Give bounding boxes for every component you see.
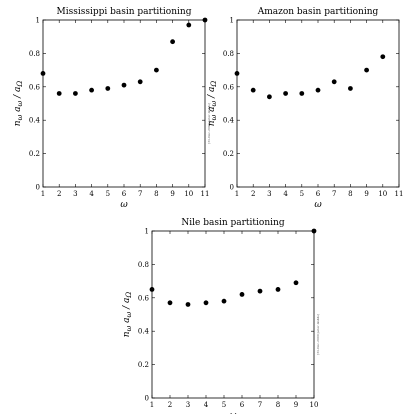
data-point: [364, 67, 369, 73]
x-axis-label: ω: [229, 411, 237, 414]
x-tick-label: 4: [283, 190, 288, 198]
x-tick-label: 10: [378, 190, 387, 198]
x-tick-label: 4: [204, 401, 209, 409]
x-tick-label: 3: [73, 190, 77, 198]
x-tick-label: 3: [186, 401, 190, 409]
y-tick-label: 0.6: [29, 83, 41, 91]
y-tick-label: 1: [230, 17, 234, 25]
data-point: [186, 22, 192, 28]
data-point: [73, 91, 78, 96]
side-annotation: [31-Dec-2000 peter dodds]: [316, 314, 320, 355]
data-point: [239, 292, 245, 297]
y-tick-label: 1: [145, 228, 149, 236]
y-tick-label: 0.6: [138, 294, 150, 302]
y-tick-label: 0.4: [29, 117, 41, 125]
data-point: [299, 91, 305, 96]
data-point: [315, 87, 321, 93]
chart-title: Nile basin partitioning: [181, 218, 284, 228]
y-tick-label: 0: [36, 184, 40, 192]
x-tick-label: 4: [89, 190, 94, 198]
x-tick-label: 1: [235, 190, 239, 198]
data-point: [40, 71, 46, 76]
data-point: [203, 300, 209, 306]
y-tick-label: 0.6: [223, 83, 235, 91]
x-tick-label: 10: [184, 190, 193, 198]
x-tick-label: 1: [41, 190, 45, 198]
y-tick-label: 0: [145, 395, 149, 403]
data-point: [250, 87, 256, 93]
plot-frame: [236, 19, 400, 188]
data-point: [89, 87, 94, 93]
y-tick-label: 0.8: [223, 50, 234, 58]
data-point: [121, 82, 127, 88]
chart-2: Amazon basin partitioning 1 2 3 4 5 6 7 8 9 10 11 0 0…: [207, 7, 403, 210]
data-point: [105, 86, 111, 91]
y-tick-label: 0.8: [29, 50, 40, 58]
data-point: [234, 71, 240, 76]
x-tick-label: 8: [154, 190, 158, 198]
x-tick-label: 2: [251, 190, 255, 198]
y-tick-label: 0.8: [138, 261, 149, 269]
x-axis-label: ω: [314, 200, 322, 210]
data-point: [283, 91, 288, 96]
x-tick-label: 8: [276, 401, 280, 409]
x-tick-label: 7: [332, 190, 336, 198]
data-point: [149, 287, 155, 292]
y-tick-label: 0.4: [138, 328, 150, 336]
data-point: [170, 39, 176, 45]
y-tick-label: 0: [230, 184, 234, 192]
data-point: [311, 228, 317, 234]
x-tick-label: 5: [106, 190, 110, 198]
x-tick-label: 10: [310, 401, 319, 409]
x-tick-label: 7: [258, 401, 262, 409]
x-tick-label: 1: [150, 401, 154, 409]
x-tick-label: 3: [267, 190, 271, 198]
y-axis-label: nω aω / aΩ: [13, 81, 24, 127]
y-axis-label: nω aω / aΩ: [122, 292, 133, 338]
x-tick-label: 11: [395, 190, 404, 198]
data-point: [331, 79, 337, 85]
y-tick-label: 0.2: [138, 361, 149, 369]
chart-3: Nile basin partitioning 1 2 3 4 5 6 7 8 9 10 0 0.2 0.…: [122, 218, 320, 414]
chart-title: Mississippi basin partitioning: [57, 7, 192, 17]
chart-title: Amazon basin partitioning: [257, 7, 379, 17]
x-tick-label: 6: [316, 190, 321, 198]
x-tick-label: 6: [240, 401, 245, 409]
x-tick-label: 6: [122, 190, 127, 198]
data-point: [154, 67, 159, 73]
x-tick-label: 2: [168, 401, 172, 409]
x-tick-label: 5: [300, 190, 304, 198]
y-tick-label: 0.4: [223, 117, 235, 125]
data-point: [257, 288, 263, 294]
x-tick-label: 9: [170, 190, 174, 198]
x-tick-label: 5: [222, 401, 226, 409]
data-point: [221, 298, 227, 304]
x-axis-label: ω: [120, 200, 128, 210]
data-point: [56, 91, 62, 96]
data-point: [293, 280, 299, 286]
x-tick-label: 2: [57, 190, 61, 198]
side-annotation: [31-Dec-2000 peter dodds]: [207, 103, 211, 144]
x-tick-label: 7: [138, 190, 142, 198]
y-tick-label: 0.2: [223, 150, 234, 158]
plot-frame: [151, 230, 315, 399]
y-tick-label: 1: [36, 17, 40, 25]
data-point: [275, 287, 281, 292]
data-point: [185, 302, 191, 307]
y-axis-label: nω aω / aΩ: [207, 81, 218, 127]
plot-frame: [42, 19, 206, 188]
x-tick-label: 9: [294, 401, 298, 409]
x-tick-label: 8: [348, 190, 352, 198]
x-tick-label: 9: [364, 190, 368, 198]
chart-1: Mississippi basin partitioning 1 2 3 4 5 6 7 8 9 1…: [13, 7, 211, 210]
data-point: [202, 17, 208, 23]
x-tick-label: 11: [201, 190, 210, 198]
data-point: [167, 300, 173, 306]
data-point: [348, 86, 353, 91]
data-point: [137, 79, 143, 85]
data-point: [267, 94, 272, 100]
data-point: [380, 54, 386, 60]
y-tick-label: 0.2: [29, 150, 40, 158]
